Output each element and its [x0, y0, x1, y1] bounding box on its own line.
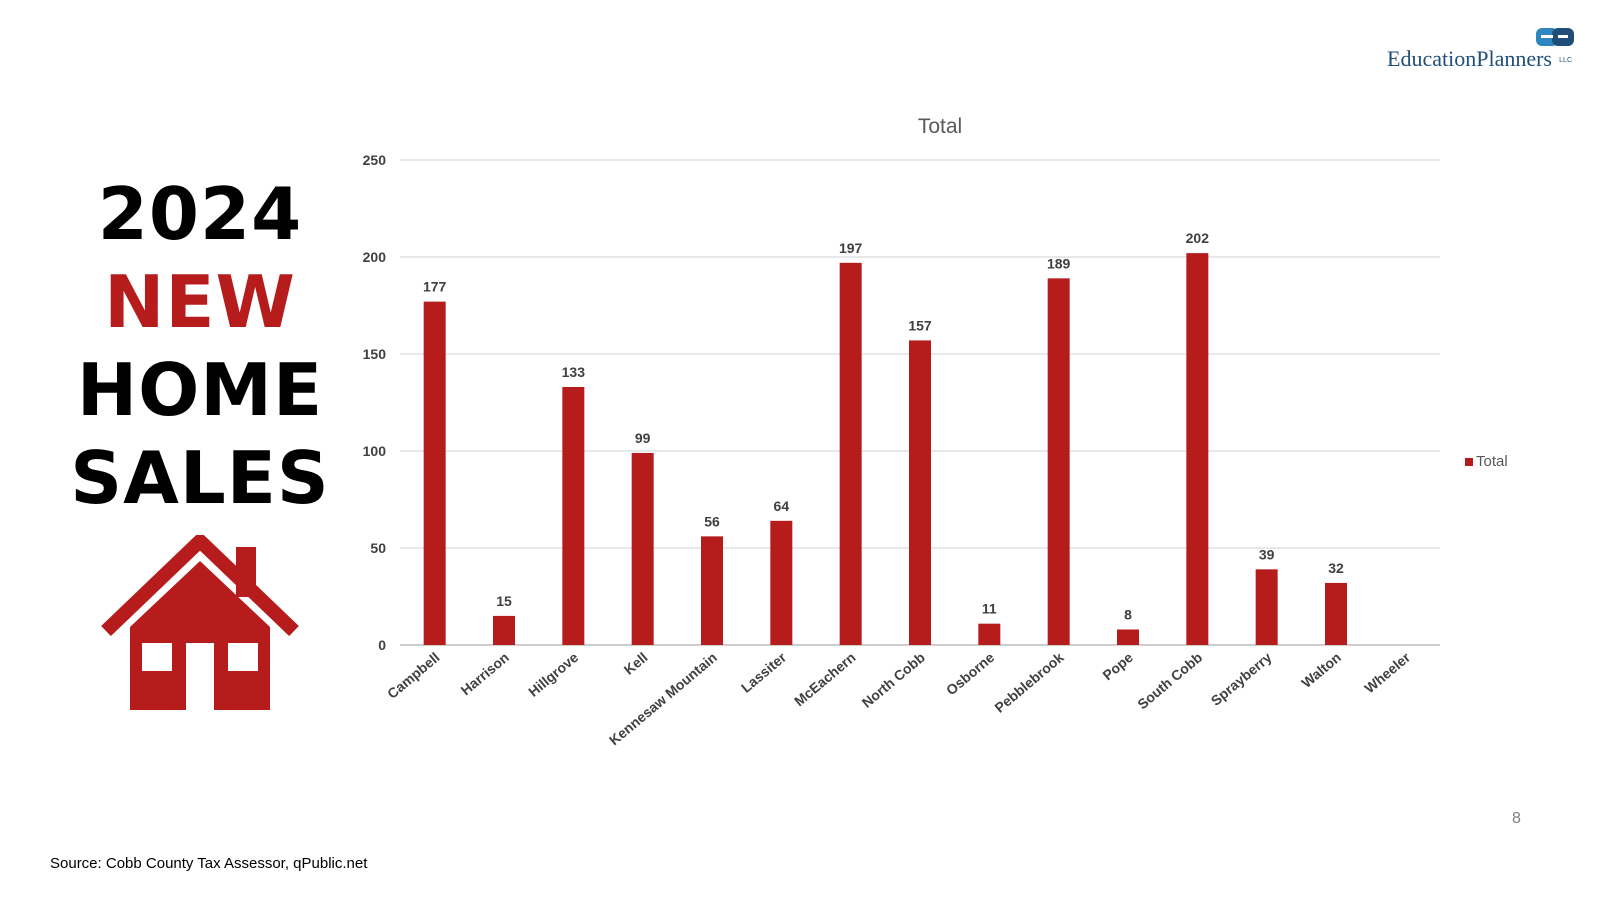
bar [493, 615, 515, 645]
data-label: 197 [839, 240, 863, 256]
y-tick-label: 150 [363, 346, 387, 362]
bar [770, 520, 793, 645]
x-tick-label: Harrison [458, 649, 512, 698]
bar [701, 536, 723, 645]
data-label: 157 [908, 317, 932, 333]
x-tick-label: Kell [621, 649, 651, 678]
bar [631, 452, 654, 645]
brand-suffix: LLC [1559, 57, 1572, 64]
headline-sales: SALES [70, 436, 330, 520]
data-label: 39 [1259, 546, 1275, 562]
bar [978, 623, 1001, 645]
y-tick-label: 50 [370, 540, 386, 556]
y-tick-label: 100 [363, 443, 387, 459]
x-tick-label: Sprayberry [1208, 649, 1275, 709]
data-label: 99 [635, 430, 651, 446]
y-tick-label: 0 [378, 637, 386, 653]
brand-name: EducationPlanners [1387, 46, 1552, 71]
x-tick-label: Pebblebrook [991, 649, 1066, 716]
legend-label: Total [1476, 453, 1508, 470]
bar [1186, 253, 1209, 645]
bar [1117, 629, 1139, 645]
x-tick-label: Walton [1298, 649, 1344, 691]
data-label: 189 [1047, 255, 1071, 271]
page-number: 8 [1512, 810, 1521, 827]
legend-swatch [1465, 458, 1473, 466]
x-tick-label: South Cobb [1134, 649, 1205, 712]
ep-logo-icon [1536, 28, 1574, 46]
data-label: 177 [423, 279, 447, 295]
source-note: Source: Cobb County Tax Assessor, qPubli… [50, 855, 368, 872]
x-tick-label: Wheeler [1361, 649, 1413, 697]
data-label: 15 [496, 593, 512, 609]
x-tick-label: Campbell [384, 649, 443, 702]
data-label: 11 [982, 601, 997, 617]
data-label: 202 [1186, 230, 1210, 246]
bar [423, 301, 446, 645]
bar [909, 340, 931, 645]
headline-year: 2024 [97, 172, 303, 256]
house-icon [101, 535, 299, 710]
headline-home: HOME [76, 348, 324, 432]
headline-new: NEW [104, 260, 296, 344]
chart-title: Total [918, 115, 962, 138]
bar [839, 262, 862, 645]
data-label: 64 [774, 498, 790, 514]
x-tick-label: Hillgrove [525, 649, 581, 700]
education-planners-logo: EducationPlanners LLC [1348, 26, 1578, 74]
bar-chart: Total 0 50 100 150 200 250 177 Campbell 15 Harri… [363, 115, 1508, 748]
y-tick-label: 200 [363, 249, 387, 265]
x-tick-label: North Cobb [859, 649, 928, 711]
bar [1325, 582, 1347, 645]
x-tick-label: Pope [1099, 649, 1136, 683]
x-tick-label: Osborne [943, 649, 998, 698]
bar [1255, 569, 1278, 645]
y-tick-label: 250 [363, 152, 387, 168]
slide-headline: 2024 NEW HOME SALES [40, 170, 360, 522]
bar [562, 386, 585, 645]
bar [1047, 278, 1070, 645]
data-label: 56 [704, 513, 720, 529]
data-label: 133 [562, 364, 586, 380]
data-label: 8 [1124, 606, 1132, 622]
data-label: 32 [1328, 560, 1344, 576]
x-tick-label: McEachern [791, 649, 859, 709]
x-tick-label: Lassiter [738, 649, 790, 696]
